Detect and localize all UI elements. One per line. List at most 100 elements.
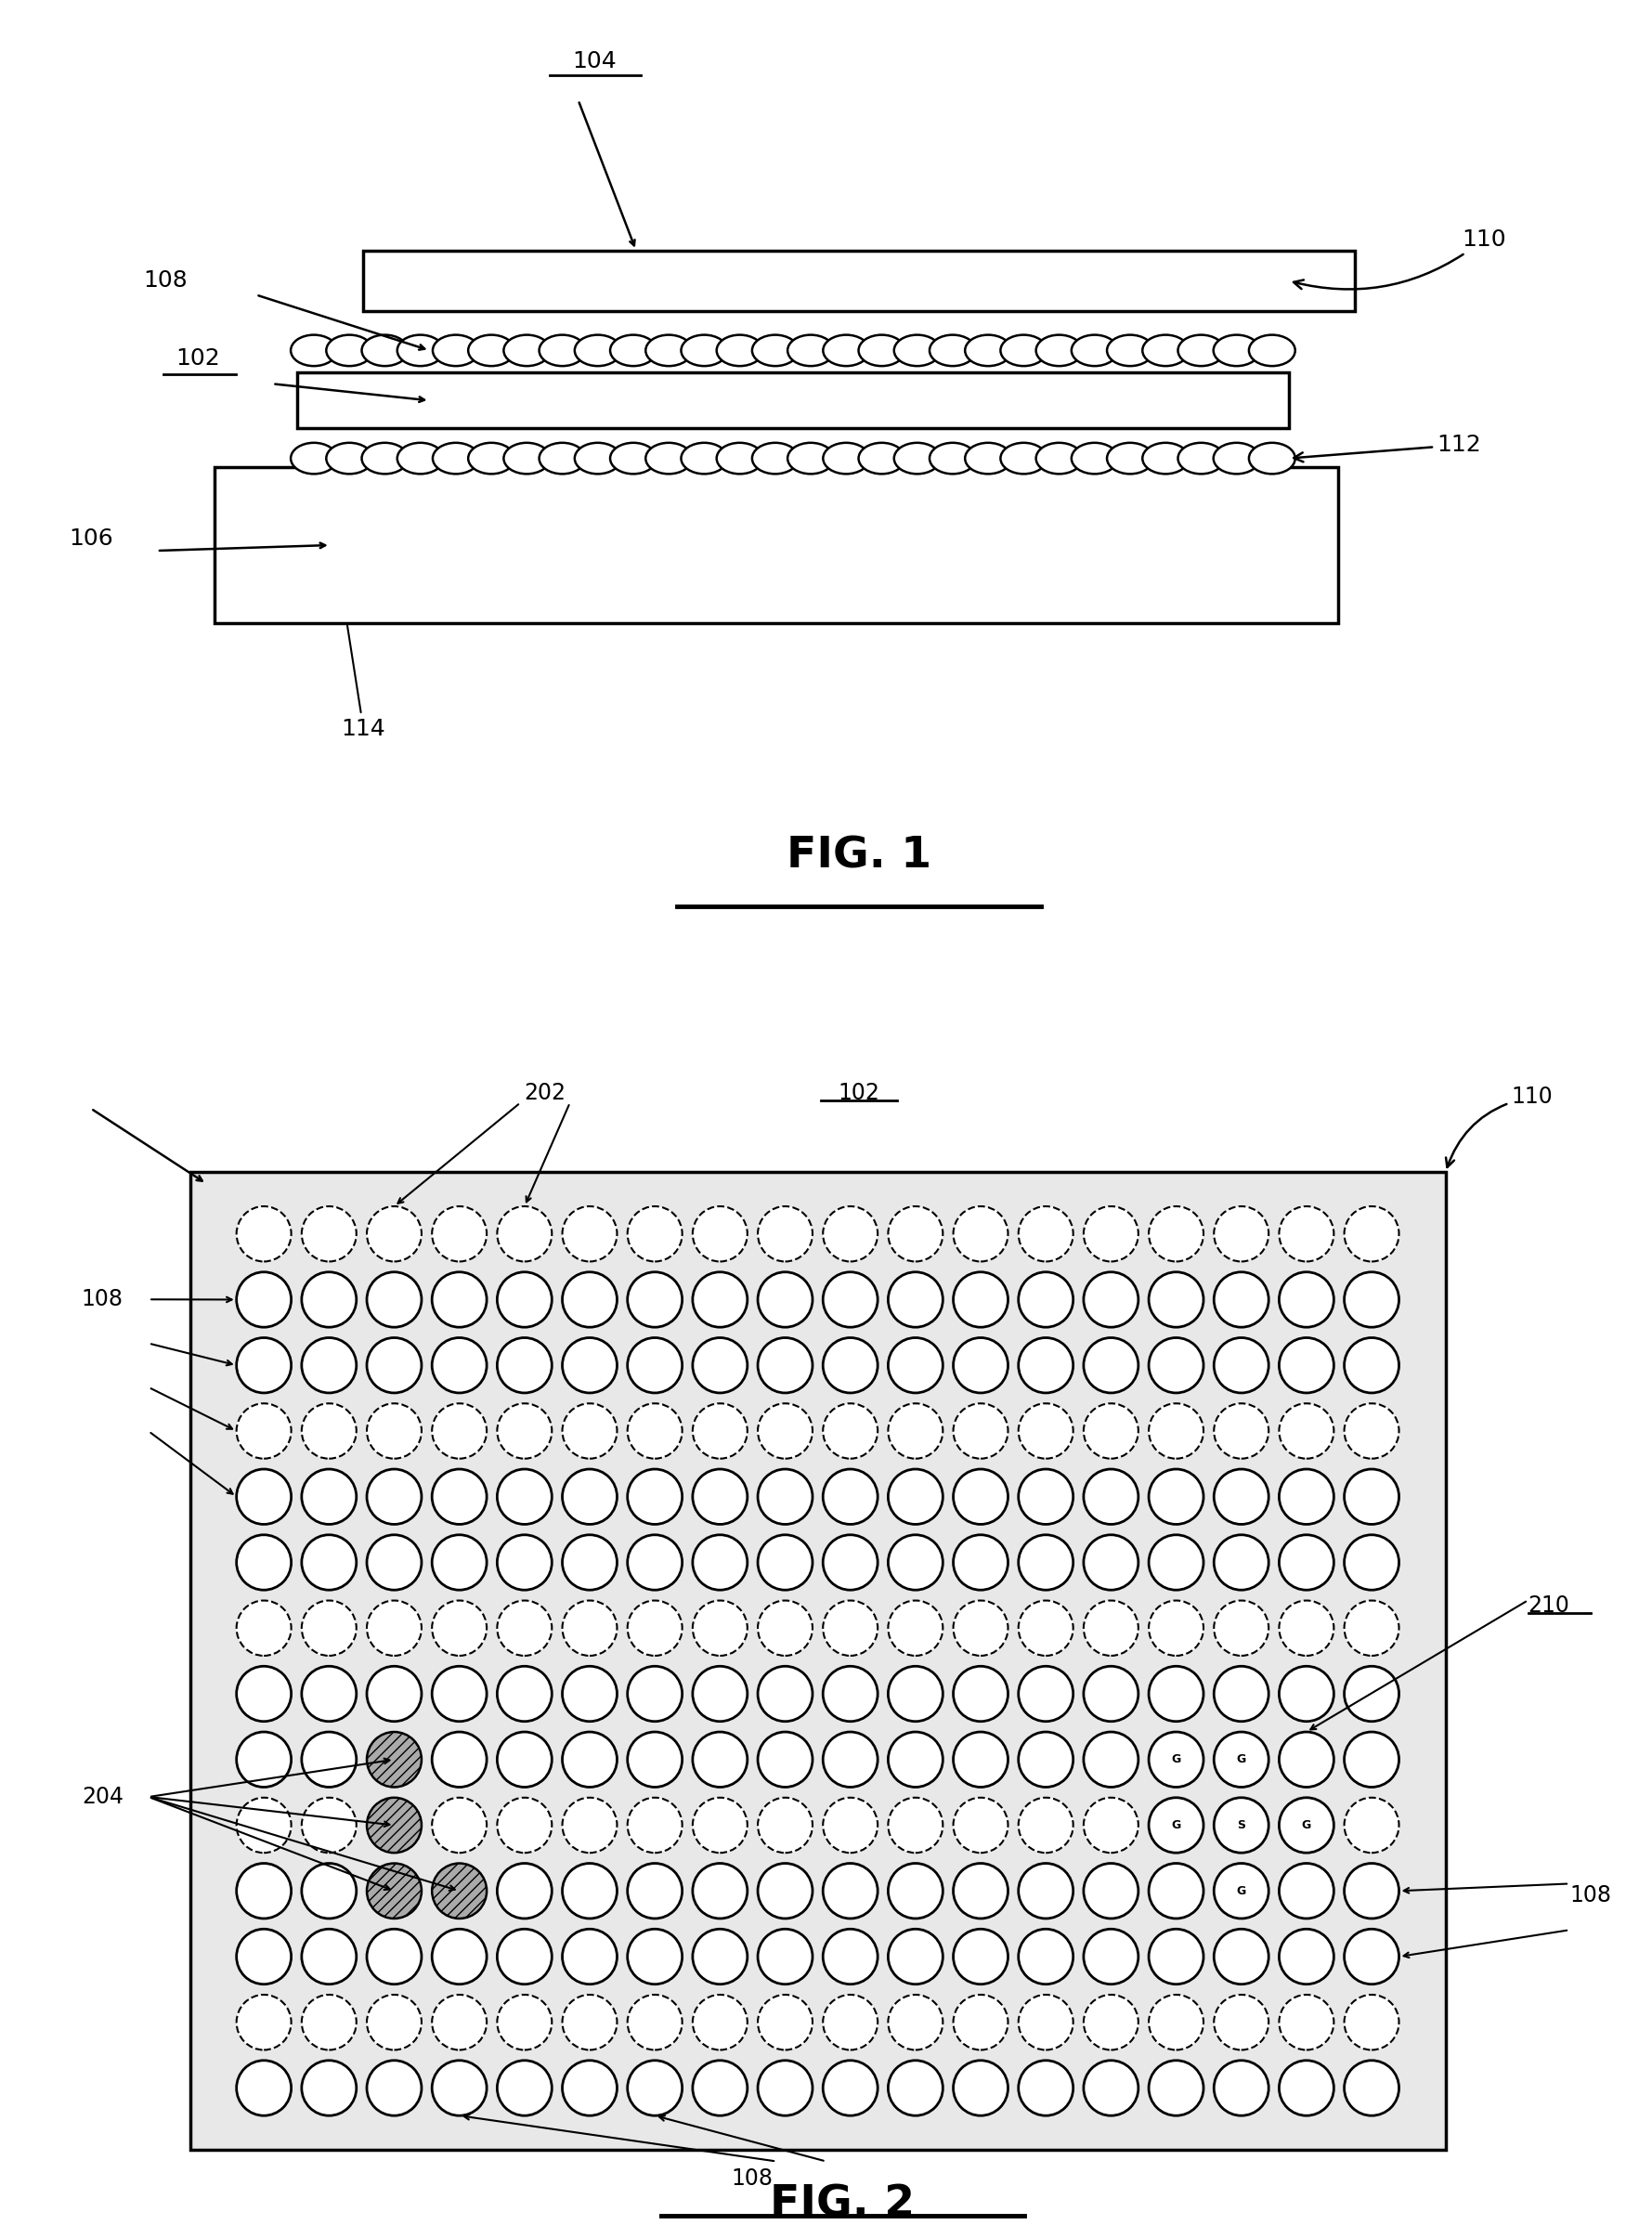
Ellipse shape (1214, 1929, 1269, 1985)
Ellipse shape (953, 1468, 1008, 1524)
Ellipse shape (692, 1862, 747, 1918)
Ellipse shape (431, 1337, 487, 1393)
Ellipse shape (758, 1468, 813, 1524)
Circle shape (468, 334, 514, 365)
Ellipse shape (1279, 1404, 1333, 1460)
Circle shape (646, 443, 692, 474)
Ellipse shape (1084, 1996, 1138, 2049)
Ellipse shape (953, 1337, 1008, 1393)
Text: FIG. 2: FIG. 2 (770, 2183, 915, 2225)
Circle shape (859, 334, 905, 365)
Circle shape (1249, 443, 1295, 474)
Ellipse shape (889, 1600, 943, 1655)
Circle shape (504, 334, 550, 365)
Ellipse shape (823, 1798, 877, 1853)
Ellipse shape (1084, 1337, 1138, 1393)
Ellipse shape (953, 1535, 1008, 1591)
Ellipse shape (1018, 1337, 1074, 1393)
Ellipse shape (1279, 1273, 1333, 1326)
Ellipse shape (758, 1600, 813, 1655)
Text: FIG. 1: FIG. 1 (786, 837, 932, 877)
Ellipse shape (1345, 1798, 1399, 1853)
Ellipse shape (367, 1929, 421, 1985)
Ellipse shape (562, 1929, 618, 1985)
Circle shape (396, 443, 443, 474)
Text: 204: 204 (81, 1787, 124, 1809)
Bar (363, 251, 1355, 312)
Ellipse shape (1345, 1862, 1399, 1918)
Ellipse shape (1018, 1798, 1074, 1853)
Ellipse shape (1084, 1535, 1138, 1591)
Ellipse shape (1345, 1600, 1399, 1655)
Ellipse shape (431, 1273, 487, 1326)
Text: G: G (1171, 1820, 1181, 1831)
Ellipse shape (1018, 1404, 1074, 1460)
Ellipse shape (1084, 1929, 1138, 1985)
Ellipse shape (562, 1996, 618, 2049)
Ellipse shape (1214, 1798, 1269, 1853)
Ellipse shape (1279, 1798, 1333, 1853)
Ellipse shape (497, 1862, 552, 1918)
Ellipse shape (497, 1273, 552, 1326)
Ellipse shape (692, 1929, 747, 1985)
Ellipse shape (758, 1273, 813, 1326)
Ellipse shape (1018, 1929, 1074, 1985)
Ellipse shape (1345, 1731, 1399, 1787)
Ellipse shape (889, 1337, 943, 1393)
Ellipse shape (1345, 2060, 1399, 2116)
Ellipse shape (497, 1731, 552, 1787)
Ellipse shape (1148, 1337, 1204, 1393)
Text: S: S (1237, 1820, 1246, 1831)
Text: G: G (1237, 1753, 1246, 1767)
Circle shape (610, 443, 656, 474)
Circle shape (396, 334, 443, 365)
Ellipse shape (562, 1535, 618, 1591)
Ellipse shape (1214, 1600, 1269, 1655)
Circle shape (965, 443, 1011, 474)
Ellipse shape (758, 1929, 813, 1985)
Ellipse shape (431, 1206, 487, 1262)
Ellipse shape (823, 1731, 877, 1787)
Ellipse shape (236, 1535, 291, 1591)
Ellipse shape (1345, 1273, 1399, 1326)
Circle shape (1036, 334, 1082, 365)
Ellipse shape (953, 1404, 1008, 1460)
Ellipse shape (692, 1468, 747, 1524)
Ellipse shape (1148, 1731, 1204, 1787)
Ellipse shape (367, 1600, 421, 1655)
Ellipse shape (431, 1404, 487, 1460)
Ellipse shape (562, 1667, 618, 1722)
Ellipse shape (367, 1206, 421, 1262)
Ellipse shape (628, 1600, 682, 1655)
Ellipse shape (497, 1929, 552, 1985)
Ellipse shape (236, 1798, 291, 1853)
Ellipse shape (823, 1468, 877, 1524)
Text: 112: 112 (1294, 434, 1482, 463)
Ellipse shape (953, 1731, 1008, 1787)
Ellipse shape (692, 1996, 747, 2049)
Ellipse shape (692, 1337, 747, 1393)
Ellipse shape (1214, 1667, 1269, 1722)
Ellipse shape (367, 1667, 421, 1722)
Ellipse shape (953, 1600, 1008, 1655)
Ellipse shape (302, 1337, 357, 1393)
Ellipse shape (628, 1404, 682, 1460)
Ellipse shape (1345, 1929, 1399, 1985)
Ellipse shape (1279, 1206, 1333, 1262)
Circle shape (433, 443, 479, 474)
Ellipse shape (758, 1206, 813, 1262)
Circle shape (1001, 334, 1047, 365)
Ellipse shape (1018, 1535, 1074, 1591)
Ellipse shape (953, 1798, 1008, 1853)
Circle shape (717, 334, 763, 365)
Ellipse shape (823, 1206, 877, 1262)
Ellipse shape (823, 2060, 877, 2116)
Ellipse shape (367, 2060, 421, 2116)
Circle shape (717, 443, 763, 474)
Text: 110: 110 (1294, 227, 1507, 289)
Ellipse shape (562, 1404, 618, 1460)
Ellipse shape (1214, 1862, 1269, 1918)
Ellipse shape (367, 1468, 421, 1524)
Ellipse shape (302, 1667, 357, 1722)
Ellipse shape (628, 1667, 682, 1722)
